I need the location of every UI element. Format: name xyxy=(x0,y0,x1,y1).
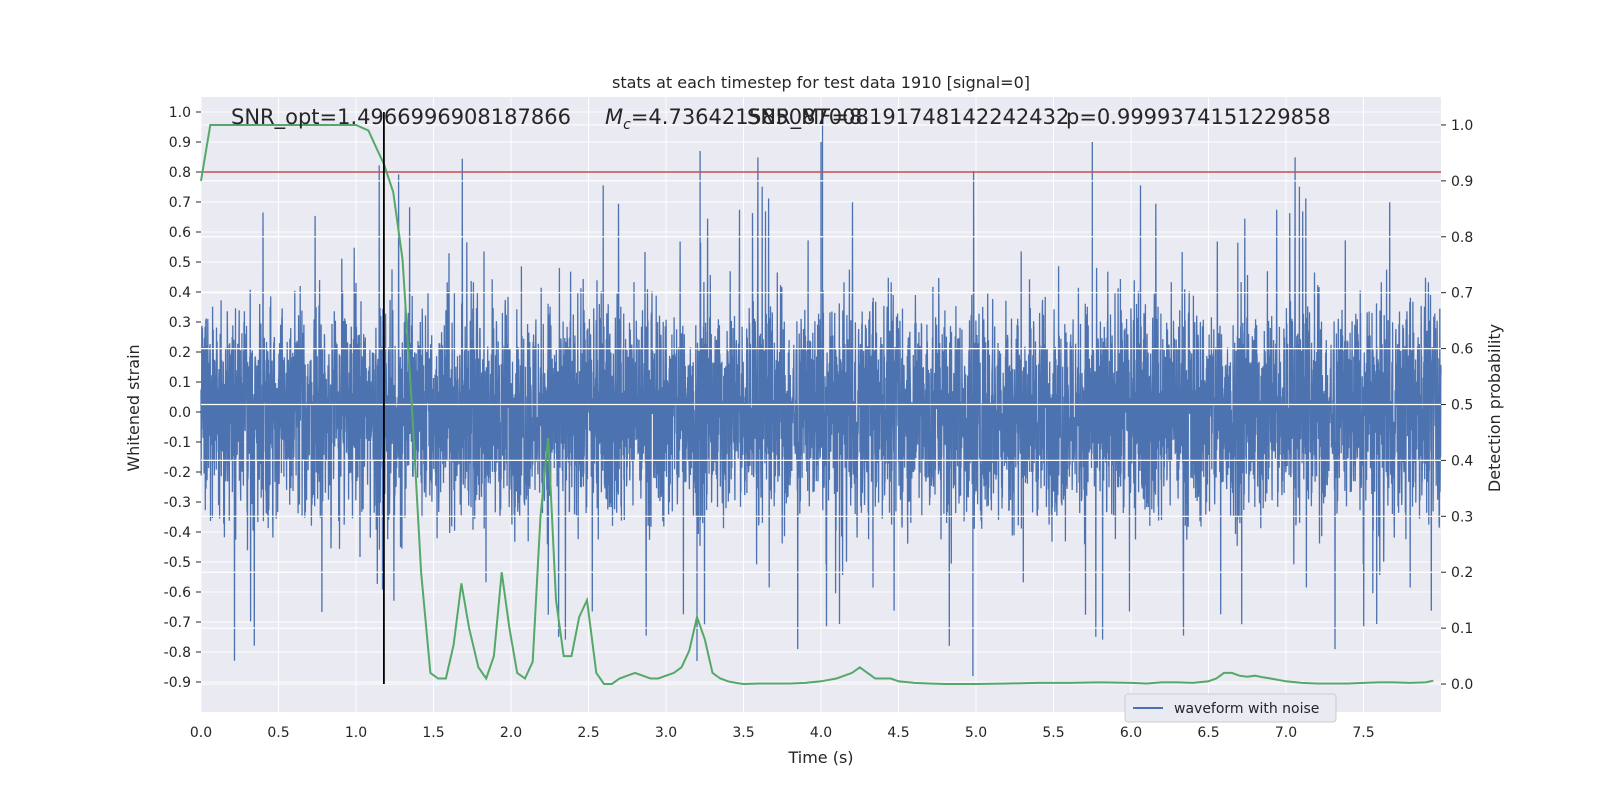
x-tick-label: 1.0 xyxy=(345,725,367,741)
y-tick-label: -0.9 xyxy=(164,675,191,691)
y-tick-label: 0.1 xyxy=(169,375,191,391)
y2-tick-label: 0.2 xyxy=(1451,565,1473,581)
x-tick-label: 4.0 xyxy=(810,725,832,741)
y2-tick-label: 1.0 xyxy=(1451,118,1473,134)
x-tick-label: 7.0 xyxy=(1275,725,1297,741)
detection-probability-series xyxy=(200,124,1434,686)
y2-tick-labels: 1.0 0.9 0.8 0.7 0.6 0.5 0.4 0.3 0.2 0.1 0.0 xyxy=(1441,118,1473,693)
y-tick-label: -0.7 xyxy=(164,615,191,631)
y-axis-label: Whitened strain xyxy=(124,344,143,471)
y2-tick-label: 0.7 xyxy=(1451,286,1473,302)
x-tick-label: 6.5 xyxy=(1197,725,1219,741)
y2-tick-label: 0.5 xyxy=(1451,398,1473,414)
x-tick-label: 7.5 xyxy=(1352,725,1374,741)
y-tick-label: 0.6 xyxy=(169,225,191,241)
legend-box xyxy=(1124,693,1337,723)
detection-probability-line xyxy=(200,124,1434,686)
y2-tick-label: 0.4 xyxy=(1451,453,1473,469)
y-tick-labels: 1.0 0.9 0.8 0.7 0.6 0.5 0.4 0.3 0.2 0.1 0.0 -0.1 -0.… xyxy=(164,105,201,691)
y-tick-label: 0.4 xyxy=(169,285,191,301)
x-tick-label: 5.5 xyxy=(1042,725,1064,741)
y2-tick-label: 0.3 xyxy=(1451,509,1473,525)
y-tick-label: -0.3 xyxy=(164,495,191,511)
y2-tick-label: 0.6 xyxy=(1451,342,1473,358)
annotation-chirp-mass: Mc=4.736421585087008 xyxy=(605,105,869,133)
y-tick-label: 0.5 xyxy=(169,255,191,271)
chart-title: stats at each timestep for test data 191… xyxy=(612,73,1030,92)
y-tick-label: -0.5 xyxy=(164,555,191,571)
x-axis-label: Time (s) xyxy=(787,748,853,767)
annotation-p-value: p=0.9999374151229858 xyxy=(1066,105,1331,129)
y-tick-label: -0.8 xyxy=(164,645,191,661)
x-tick-label: 1.5 xyxy=(422,725,444,741)
y-tick-label: 0.0 xyxy=(169,405,191,421)
x-tick-label: 0.0 xyxy=(190,725,212,741)
y2-tick-label: 0.0 xyxy=(1451,677,1473,693)
y-tick-label: 0.3 xyxy=(169,315,191,331)
y-tick-label: -0.4 xyxy=(164,525,191,541)
legend: waveform with noise xyxy=(1124,693,1337,723)
x-tick-label: 2.5 xyxy=(577,725,599,741)
x-tick-label: 6.0 xyxy=(1120,725,1142,741)
x-tick-label: 5.0 xyxy=(965,725,987,741)
y-tick-label: 0.9 xyxy=(169,135,191,151)
x-tick-label: 4.5 xyxy=(887,725,909,741)
waveform-series xyxy=(200,112,1442,676)
x-tick-labels: 0.0 0.5 1.0 1.5 2.0 2.5 3.0 3.5 4.0 4.5 5.0 5.5 6.0 6… xyxy=(190,725,1375,741)
y-tick-label: 0.7 xyxy=(169,195,191,211)
x-tick-label: 3.5 xyxy=(732,725,754,741)
y-tick-label: 0.2 xyxy=(169,345,191,361)
y-tick-label: -0.6 xyxy=(164,585,191,601)
legend-label-waveform: waveform with noise xyxy=(1174,701,1319,717)
y2-axis-label: Detection probability xyxy=(1485,324,1504,492)
y-tick-label: -0.2 xyxy=(164,465,191,481)
y2-tick-label: 0.9 xyxy=(1451,174,1473,190)
waveform-line xyxy=(200,112,1442,676)
annotation-snr-opt: SNR_opt=1.4966996908187866 xyxy=(231,105,571,130)
x-tick-label: 3.0 xyxy=(655,725,677,741)
x-tick-label: 0.5 xyxy=(267,725,289,741)
y2-tick-label: 0.8 xyxy=(1451,230,1473,246)
y-tick-label: 1.0 xyxy=(169,105,191,121)
y-tick-label: -0.1 xyxy=(164,435,191,451)
annotation-chirp-mass-value: =4.736421585087008 xyxy=(631,105,869,129)
y-tick-label: 0.8 xyxy=(169,165,191,181)
y2-tick-label: 0.1 xyxy=(1451,621,1473,637)
x-tick-label: 2.0 xyxy=(500,725,522,741)
annotation-snr-mf: SNR_MF=8.191748142242432 xyxy=(747,105,1069,130)
